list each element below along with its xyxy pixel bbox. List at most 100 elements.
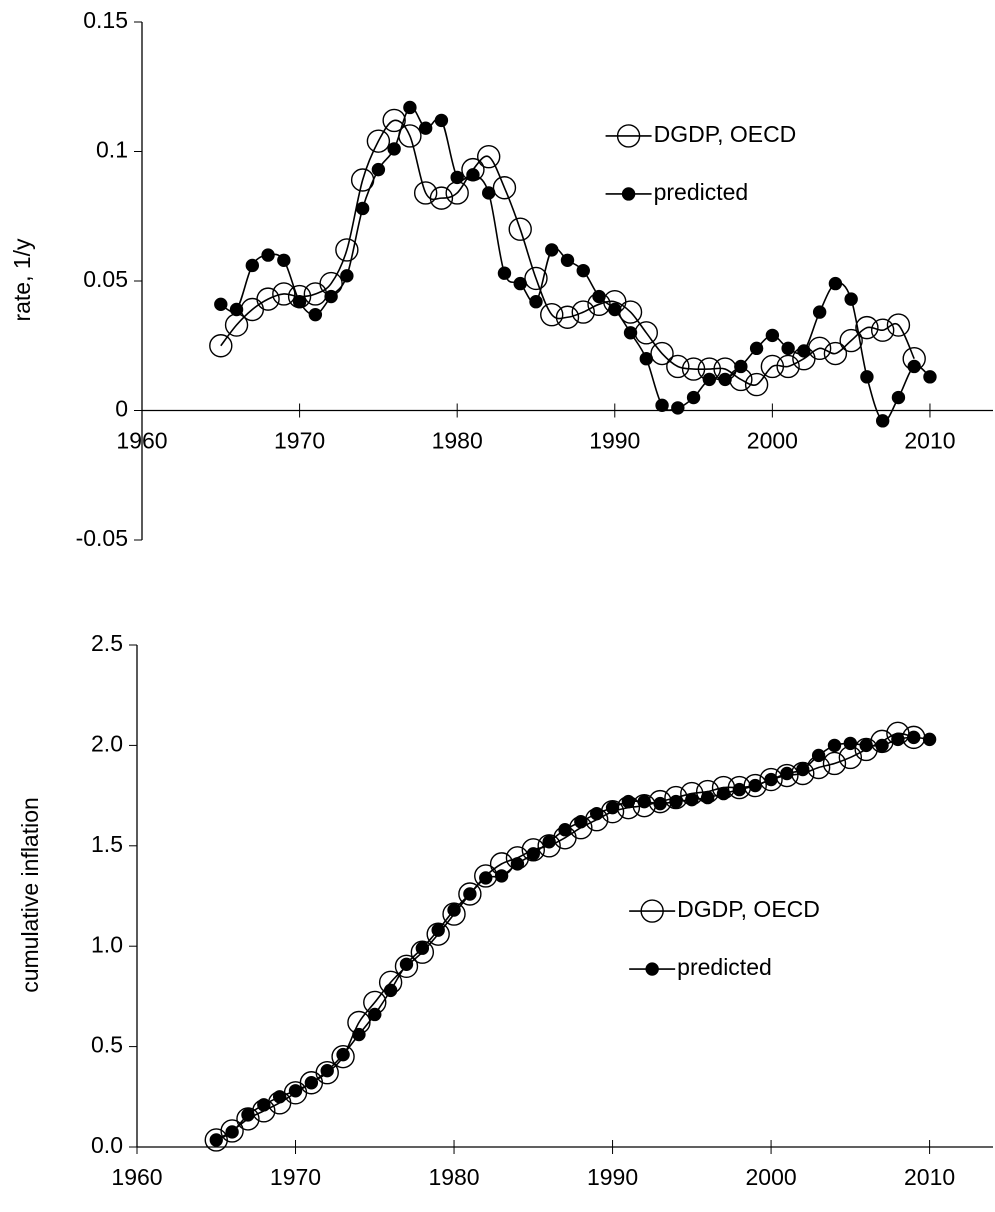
x-tick-label: 1960 — [111, 1164, 162, 1190]
y-tick-label: 0.05 — [83, 266, 128, 292]
data-point — [510, 857, 525, 871]
y-tick-label: 2.5 — [91, 630, 123, 656]
data-point — [413, 181, 438, 205]
data-point — [315, 1061, 339, 1085]
data-point — [748, 778, 762, 793]
data-point — [225, 1125, 239, 1139]
data-point — [891, 732, 905, 747]
data-point — [442, 902, 466, 926]
data-point — [537, 834, 561, 858]
data-point — [555, 305, 580, 329]
data-point — [366, 129, 391, 153]
data-point — [685, 792, 699, 807]
data-point — [308, 307, 323, 322]
data-point — [686, 390, 701, 405]
data-point — [592, 289, 606, 304]
y-tick-label: -0.05 — [76, 525, 128, 551]
y-tick-label: 0.1 — [96, 137, 128, 163]
legend-label: DGDP, OECD — [654, 121, 797, 147]
data-point — [383, 983, 398, 998]
data-point — [492, 176, 517, 200]
data-point — [716, 786, 731, 801]
data-point — [922, 732, 937, 747]
data-point — [398, 124, 422, 148]
data-point — [891, 390, 906, 405]
legend-label: predicted — [654, 179, 749, 205]
data-point — [681, 357, 706, 381]
data-point — [811, 748, 826, 763]
data-point — [482, 186, 496, 200]
data-point — [844, 292, 858, 306]
data-point — [828, 276, 843, 291]
data-point — [796, 762, 810, 777]
data-point — [608, 302, 622, 317]
data-point — [245, 258, 260, 273]
y-tick-label: 0.15 — [83, 7, 128, 33]
data-point — [497, 266, 512, 280]
data-point — [320, 1063, 334, 1078]
y-axis-title: cumulative inflation — [17, 797, 43, 993]
data-point — [214, 297, 228, 312]
data-point — [429, 186, 454, 210]
data-point — [340, 269, 354, 283]
data-point — [822, 751, 847, 776]
data-point — [382, 108, 406, 133]
data-point — [426, 922, 450, 946]
x-tick-label: 1980 — [432, 428, 483, 454]
data-point — [368, 1007, 382, 1022]
data-point — [574, 815, 588, 829]
data-point — [399, 957, 414, 971]
data-point — [571, 300, 595, 324]
data-point — [229, 302, 244, 317]
data-point — [387, 142, 401, 156]
data-point — [545, 243, 559, 257]
x-tick-label: 1980 — [428, 1164, 479, 1190]
data-point — [634, 321, 658, 345]
data-point — [272, 1090, 287, 1104]
data-point — [797, 344, 811, 358]
data-point — [479, 871, 493, 885]
data-point — [623, 326, 638, 340]
data-point — [508, 217, 532, 241]
data-point — [220, 1119, 244, 1143]
data-point — [513, 276, 527, 291]
x-tick-label: 2010 — [904, 1164, 955, 1190]
data-point — [288, 1084, 303, 1098]
data-point — [324, 289, 338, 304]
data-point — [560, 253, 575, 267]
data-point — [529, 295, 543, 309]
data-point — [907, 730, 921, 745]
data-point — [466, 168, 480, 182]
data-point — [524, 266, 548, 291]
data-point — [749, 341, 764, 356]
data-point — [463, 887, 477, 901]
x-tick-label: 1970 — [274, 428, 325, 454]
data-point — [655, 398, 669, 413]
x-tick-label: 1990 — [587, 1164, 638, 1190]
x-tick-label: 2000 — [745, 1164, 796, 1190]
data-point — [418, 121, 433, 135]
y-axis-title: rate, 1/y — [9, 238, 35, 322]
data-point — [875, 414, 890, 428]
x-tick-label: 2000 — [747, 428, 798, 454]
data-point — [336, 1047, 350, 1062]
data-point — [331, 1044, 355, 1069]
data-point — [434, 113, 449, 128]
data-point — [447, 903, 461, 917]
legend-marker — [645, 962, 659, 976]
data-point — [540, 302, 564, 327]
y-tick-label: 1.0 — [91, 931, 123, 957]
data-point — [827, 738, 842, 753]
data-point — [870, 318, 895, 342]
data-point — [812, 305, 827, 319]
data-point — [860, 370, 874, 384]
data-point — [781, 341, 795, 356]
data-point — [855, 315, 879, 340]
x-tick-label: 1990 — [589, 428, 640, 454]
data-point — [637, 794, 651, 809]
data-point — [236, 1107, 260, 1131]
data-point — [590, 806, 604, 821]
data-point — [576, 263, 590, 278]
data-point — [669, 794, 683, 809]
data-point — [403, 100, 417, 115]
